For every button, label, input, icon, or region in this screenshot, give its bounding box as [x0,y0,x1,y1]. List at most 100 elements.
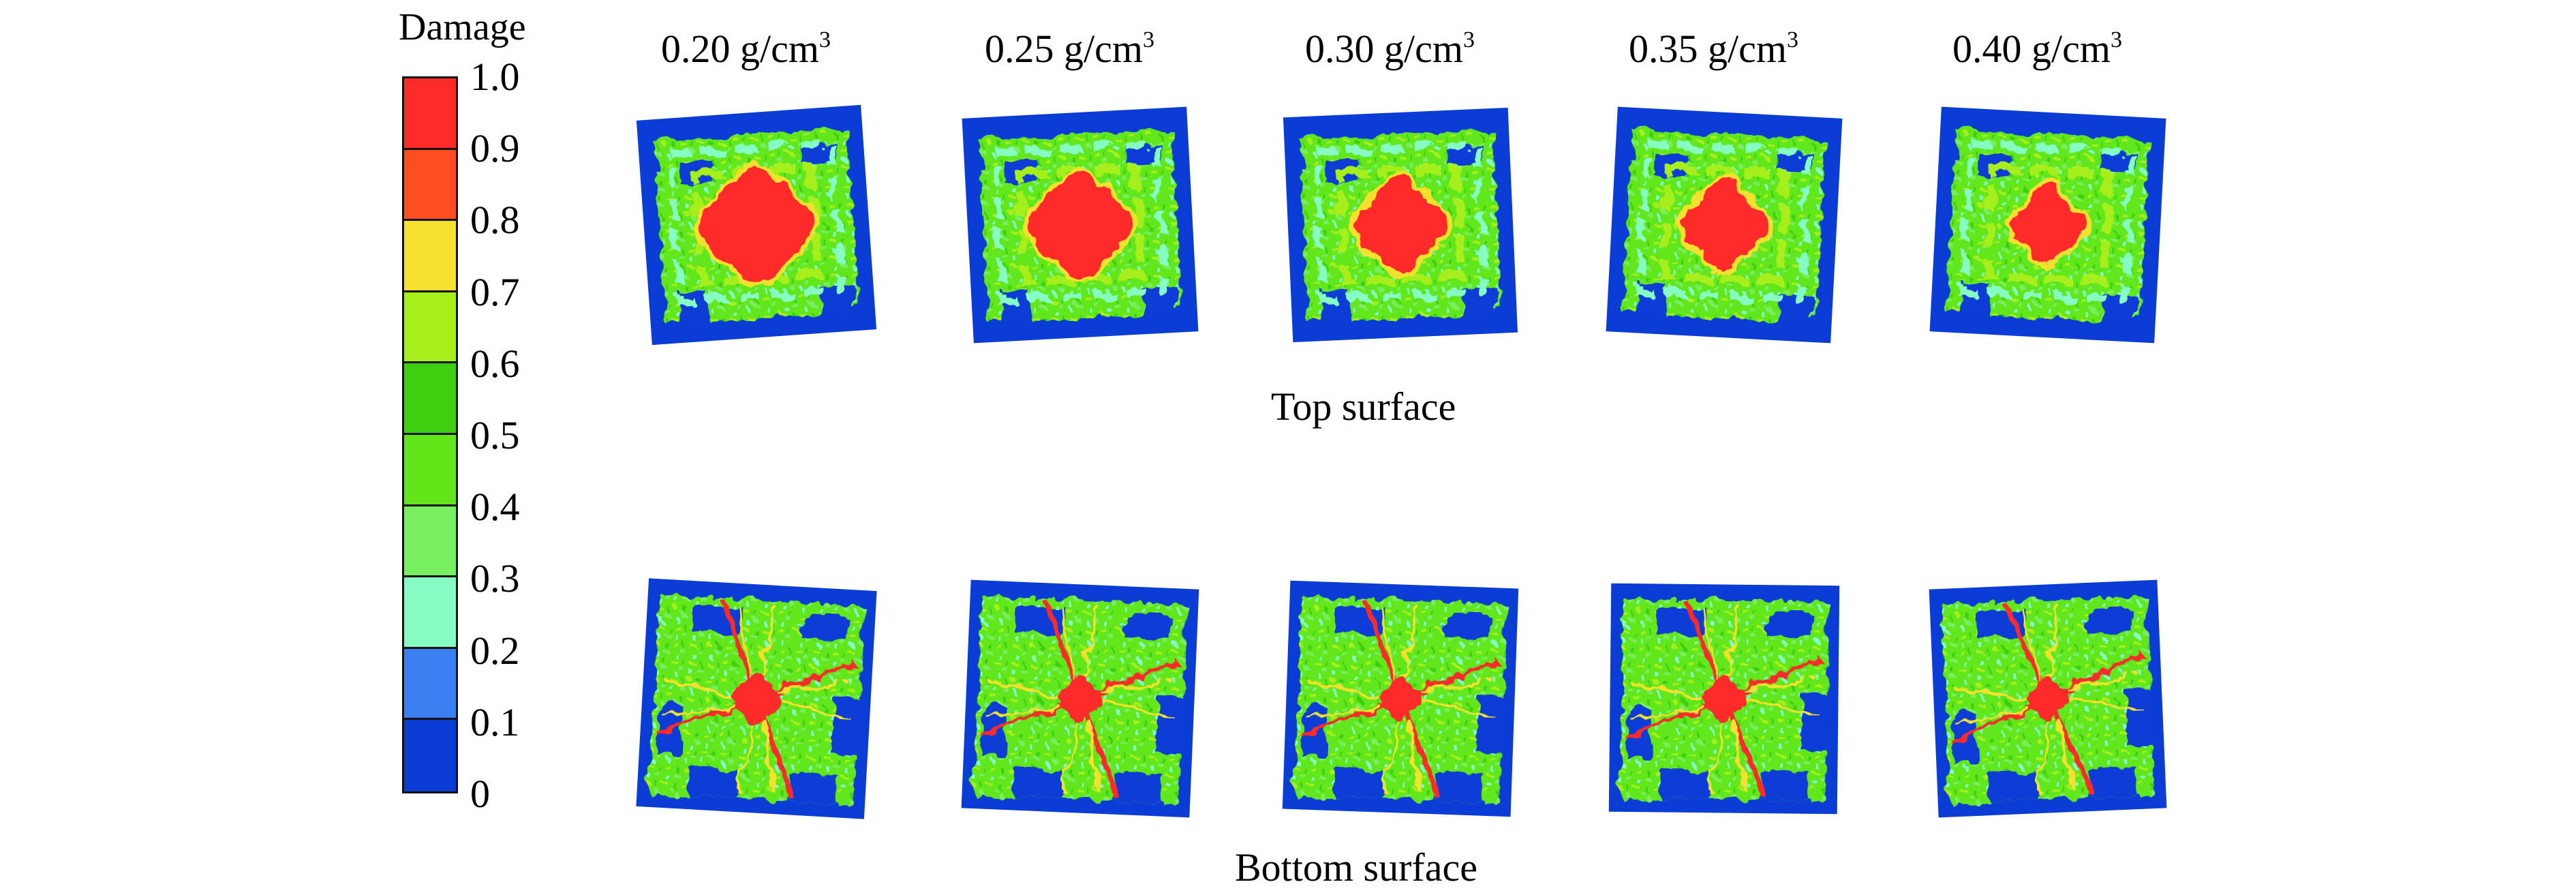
plate-crack-ray [1953,687,2027,701]
plate-core-damage [1680,181,1768,269]
plate-core-damage [1353,177,1448,273]
plate-low-damage-pocket [819,286,857,316]
legend-tick: 0.5 [470,413,520,457]
plate-low-damage-pocket [1155,697,1186,754]
bottom-plate-3 [1608,583,1840,815]
column-title-value: 0.20 g/cm [661,27,819,71]
plate-ring [1982,164,2114,286]
plate-crack-ray [1060,719,1081,792]
plate-crack-ray [2068,696,2143,710]
plate-low-damage-pocket [1443,613,1490,638]
legend-tick: 0.1 [470,699,520,744]
column-title: 0.40 g/cm3 [1952,29,2122,69]
plate-crack-ray [1379,605,1395,680]
plate-crack-ray [663,704,737,718]
plate-crack-ray [1421,698,1494,718]
bottom-plate-0 [636,578,877,819]
plate-crack-ray [1420,678,1494,693]
column-title-value: 0.25 g/cm [985,27,1143,71]
column-title-superscript: 3 [2110,27,2122,52]
plate-core-damage [1701,676,1747,722]
plate-low-damage-pocket [687,768,739,799]
plate-crack-ray [776,680,850,693]
plate-low-damage-pocket [1476,697,1506,753]
plate-low-damage-pocket [831,698,862,755]
legend-tick: 0.3 [470,556,520,601]
top-plate-1 [962,106,1199,344]
plate-core-damage [2009,186,2087,264]
column-title: 0.30 g/cm3 [1305,29,1475,69]
plate-crack-ray [762,718,776,792]
plate-ring [1335,164,1466,286]
plate-ring [1313,141,1488,304]
plate-low-damage-pocket [1760,772,1811,800]
plate-core-damage [698,166,815,284]
column-title: 0.35 g/cm3 [1629,29,1798,69]
top-plate-3 [1606,106,1843,344]
plate-crack-ray [1400,605,1420,678]
plate-low-damage-pocket [1002,290,1032,324]
plate-crack-ray [1307,704,1381,720]
plate-crack-ray [2045,604,2059,678]
plate-low-damage-pocket [1462,288,1499,317]
plate-crack-ray [1086,718,1101,792]
plate-low-damage-pocket [1124,613,1171,639]
plate-low-damage-pocket [2087,768,2139,798]
top-plate-0 [636,104,877,346]
legend-band-6 [404,506,456,578]
bottom-surface-caption: Bottom surface [1235,845,1477,890]
plate-ring [1636,140,1813,305]
legend-tick: 0.7 [470,269,520,314]
plate-low-damage-pocket [1322,290,1351,323]
legend-tick: 0.9 [470,126,520,171]
column-title-superscript: 3 [1462,27,1475,52]
legend-tick: 1.0 [470,55,520,99]
legend-title: Damage [399,6,526,48]
plate-crack-ray [987,679,1060,699]
legend-tick: 0.2 [470,628,520,673]
plate-crack-ray [1079,605,1100,678]
plate-crack-ray [2020,607,2040,680]
plate-crack-ray [1723,605,1741,678]
legend-band-7 [404,577,456,649]
plate-ring [1658,164,1790,286]
plate-crack-ray [1307,680,1380,699]
plate-ring [1959,140,2136,305]
plate-crack-ray [1730,718,1747,791]
plate-core-damage [731,673,782,725]
plate-low-damage-pocket [679,291,709,325]
plate-crack-ray [2036,719,2051,793]
legend-band-2 [404,221,456,292]
plate-low-damage-pocket [691,603,743,634]
plate-crack-ray [737,605,751,680]
plate-low-damage-pocket [1801,695,1830,750]
legend-band-8 [404,648,456,720]
plate-low-damage-pocket [1012,769,1064,799]
plate-low-damage-pocket [1659,771,1710,800]
top-plate-2 [1283,107,1518,343]
plate-low-damage-pocket [1656,606,1707,635]
column-title-superscript: 3 [1142,27,1154,52]
plate-core-damage [1027,172,1133,278]
plate-low-damage-pocket [1776,151,1814,171]
plate-crack-ray [1745,697,1818,716]
bottom-plate-4 [1929,579,2167,818]
plate-ring [992,140,1169,305]
legend-band-4 [404,363,456,435]
plate-core-damage [1379,678,1422,720]
legend-tick: 0.4 [470,485,520,530]
plate-low-damage-pocket [1766,612,1812,636]
top-surface-caption: Top surface [1271,384,1456,429]
plate-crack-ray [1631,705,1705,722]
plate-crack-ray [663,678,736,699]
plate-low-damage-pocket [1141,287,1180,316]
column-title-value: 0.30 g/cm [1305,27,1463,71]
column-title-superscript: 3 [1786,27,1798,52]
column-title: 0.20 g/cm3 [661,29,831,69]
legend-tick: 0.8 [470,198,520,243]
plate-low-damage-pocket [2101,295,2139,324]
column-title-superscript: 3 [818,27,831,52]
bottom-plate-1 [961,579,1199,818]
